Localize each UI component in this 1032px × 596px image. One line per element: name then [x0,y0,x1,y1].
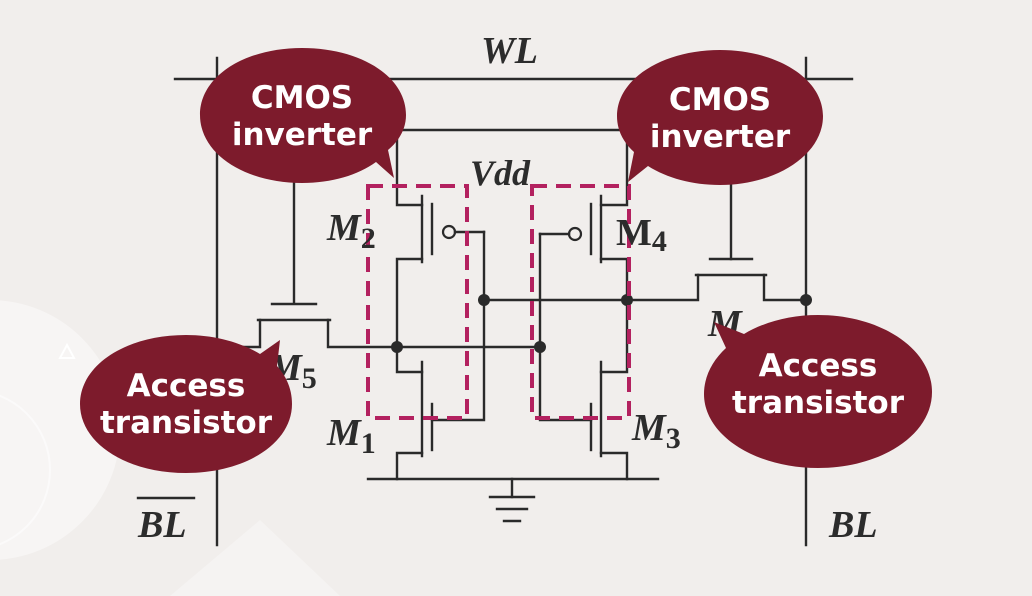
junction-dots [391,294,812,353]
m4-label-sub: 4 [652,225,667,258]
vdd-label: Vdd [470,153,531,193]
background-wedge [170,520,340,596]
circuit-labels: WL Vdd BL BL M2 M1 M4 M3 M5 M [136,30,878,546]
junction-dot [478,294,490,306]
callout-bubble-shape [80,335,292,473]
m1-source-wire [395,451,424,481]
callout-cmos-left-line2: inverter [232,117,373,153]
m1-label-base: M [326,412,362,454]
callout-bubble-shape [617,50,823,185]
background-ring [0,394,51,546]
m2-label-base: M [326,207,362,249]
m3-label: M3 [631,407,681,455]
right-inverter-dashed-box [530,184,631,420]
bit-line-bar-label: BL [137,504,187,546]
m4-label-base: M [616,212,652,254]
callout-bubble-shape [200,48,406,183]
callout-access-right-line2: transistor [732,385,905,421]
m2-source-wire [395,128,424,207]
m2-label: M2 [326,207,376,255]
word-line-label: WL [481,30,538,72]
callout-access-right: Access transistor [704,315,932,468]
m4-source-wire [599,128,629,207]
callout-access-left-line2: transistor [100,405,273,441]
m6-bitline-terminal [762,273,808,302]
callout-access-left: Access transistor [80,335,292,473]
bit-line-label: BL [828,504,878,546]
cross-coupling-wires [395,298,629,349]
left-inverter-gate-wire [430,230,486,422]
left-inverter-dashed-box [366,184,469,420]
m3-label-base: M [631,407,667,449]
m2-m1-drain-wire [395,257,424,374]
m3-label-sub: 3 [666,422,681,455]
m5-label-sub: 5 [302,362,317,395]
m6-node-terminal [625,273,700,302]
background-circle [0,300,120,560]
callout-bubble-shape [704,315,932,468]
callout-cmos-right: CMOS inverter [617,50,823,185]
callout-cmos-left-line1: CMOS [251,80,353,116]
m4-m3-drain-wire [599,257,629,374]
junction-dot [800,294,812,306]
junction-dot [621,294,633,306]
background-decoration [0,300,340,596]
m2-label-sub: 2 [361,222,376,255]
m1-label-sub: 1 [361,427,376,460]
callout-cmos-right-line1: CMOS [669,82,771,118]
m4-gate-bubble [567,226,583,242]
m1-label: M1 [326,412,376,460]
m5-node-terminal [326,318,399,349]
m2-gate-bubble [441,224,457,240]
right-inverter-transistors [538,128,629,481]
junction-dot [534,341,546,353]
callout-access-left-line1: Access [127,368,246,404]
m3-source-wire [599,451,629,481]
callout-access-right-line1: Access [759,348,878,384]
junction-dot [391,341,403,353]
callout-cmos-left: CMOS inverter [200,48,406,183]
m4-label: M4 [616,212,667,258]
callout-cmos-right-line2: inverter [650,119,791,155]
vdd-label-text: Vdd [470,153,531,193]
right-inverter-gate-wire [538,232,593,422]
background-triangle [58,342,76,359]
